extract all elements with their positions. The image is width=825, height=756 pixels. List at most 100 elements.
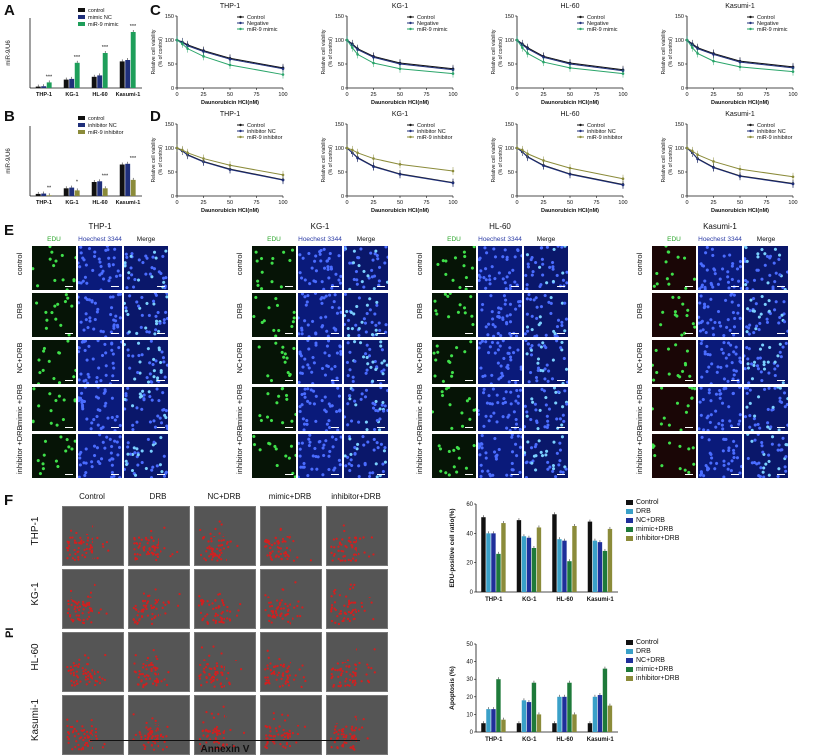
data-point xyxy=(542,159,545,162)
legend-entry: miR-9 inhibitor xyxy=(247,135,283,141)
bar xyxy=(552,723,557,732)
row-label: mimic +DRB xyxy=(235,384,244,426)
micrograph-tile xyxy=(78,387,122,431)
legend-entry: miR-9 inhibitor xyxy=(417,135,453,141)
micrograph-tile xyxy=(478,340,522,384)
legend-entry: control xyxy=(88,8,105,14)
legend-entry: inhibitor NC xyxy=(417,129,446,135)
legend-marker xyxy=(579,123,582,127)
x-tick-label: 100 xyxy=(788,92,797,98)
scale-bar xyxy=(331,474,339,475)
bar xyxy=(41,86,47,88)
x-tick-label: 100 xyxy=(618,200,627,206)
scale-bar xyxy=(731,286,739,287)
chart-title: Kasumi-1 xyxy=(725,111,755,118)
row-label: DRB xyxy=(635,303,644,319)
data-point xyxy=(738,60,742,64)
scale-bar xyxy=(65,474,73,475)
x-axis-label: Daunorubicin HCl(nM) xyxy=(371,100,429,106)
quadrant-line xyxy=(63,598,123,599)
significance-mark: *** xyxy=(102,45,109,51)
data-point xyxy=(526,47,529,50)
bar xyxy=(496,553,501,592)
micrograph-tile xyxy=(744,246,788,290)
scale-bar xyxy=(731,380,739,381)
scale-bar xyxy=(777,333,785,334)
y-tick-label: 50 xyxy=(168,170,174,176)
data-point xyxy=(281,173,285,177)
scale-bar xyxy=(731,333,739,334)
scale-bar xyxy=(285,474,293,475)
micrograph-tile xyxy=(344,293,388,337)
scale-bar xyxy=(157,333,165,334)
row-label: DRB xyxy=(235,303,244,319)
significance-mark: * xyxy=(76,180,79,186)
scale-bar xyxy=(285,286,293,287)
bar xyxy=(125,60,131,88)
y-tick-label: 50 xyxy=(338,62,344,68)
quadrant-line xyxy=(93,696,94,754)
quadrant-line xyxy=(327,661,387,662)
quadrant-line xyxy=(357,633,358,691)
bar xyxy=(63,79,69,88)
series-line xyxy=(686,39,794,73)
x-tick-label: Kasumi-1 xyxy=(587,597,615,603)
data-point xyxy=(621,183,625,187)
bar xyxy=(516,520,522,592)
legend-swatch xyxy=(626,640,633,645)
flow-plot xyxy=(260,695,322,755)
legend-entry: Negative xyxy=(757,21,779,27)
row-label: inhibitor +DRB xyxy=(415,425,424,474)
significance-mark: *** xyxy=(130,24,137,30)
series-line xyxy=(516,39,624,75)
flow-plot xyxy=(326,569,388,629)
row-label: control xyxy=(15,252,24,276)
data-point xyxy=(356,48,359,51)
scale-bar xyxy=(511,333,519,334)
data-point xyxy=(281,73,285,76)
y-tick-label: 20 xyxy=(466,695,473,701)
row-label: HL-60 xyxy=(30,643,41,671)
legend-marker xyxy=(239,123,242,127)
quadrant-line xyxy=(129,598,189,599)
legend-marker xyxy=(409,129,412,133)
bar xyxy=(521,700,527,732)
micrograph-tile xyxy=(652,387,696,431)
legend-swatch xyxy=(626,658,633,663)
panel-label-b: B xyxy=(4,108,15,125)
bar xyxy=(536,527,542,592)
x-tick-label: 0 xyxy=(175,92,178,98)
y-tick-label: 60 xyxy=(466,502,473,508)
bar xyxy=(587,723,593,732)
micrograph-tile xyxy=(432,340,476,384)
chart-title: KG-1 xyxy=(392,111,408,118)
column-header: NC+DRB xyxy=(207,492,241,501)
data-point xyxy=(526,52,529,55)
data-point xyxy=(356,151,359,155)
legend-marker xyxy=(579,27,582,31)
x-axis-label: Daunorubicin HCl(nM) xyxy=(541,208,599,214)
data-point xyxy=(685,38,689,42)
scale-bar xyxy=(465,474,473,475)
x-tick-label: 50 xyxy=(567,92,573,98)
x-axis-label: Daunorubicin HCl(nM) xyxy=(371,208,429,214)
legend-marker xyxy=(239,27,242,31)
legend-entry: inhibitor+DRB xyxy=(636,535,680,542)
bar xyxy=(496,679,501,732)
bar xyxy=(97,75,103,88)
quadrant-line xyxy=(129,535,189,536)
x-tick-label: 50 xyxy=(227,200,233,206)
x-tick-label: 50 xyxy=(397,92,403,98)
scale-bar xyxy=(377,427,385,428)
bar xyxy=(526,537,532,592)
x-tick-label: 25 xyxy=(370,92,376,98)
data-point xyxy=(351,148,354,152)
bar xyxy=(69,187,75,196)
micrograph-tile xyxy=(344,246,388,290)
x-tick-label: 100 xyxy=(278,92,287,98)
legend-swatch xyxy=(626,536,633,541)
legend-entry: Control xyxy=(587,15,605,21)
scale-bar xyxy=(111,380,119,381)
quadrant-line xyxy=(93,570,94,628)
legend-marker xyxy=(749,21,752,25)
